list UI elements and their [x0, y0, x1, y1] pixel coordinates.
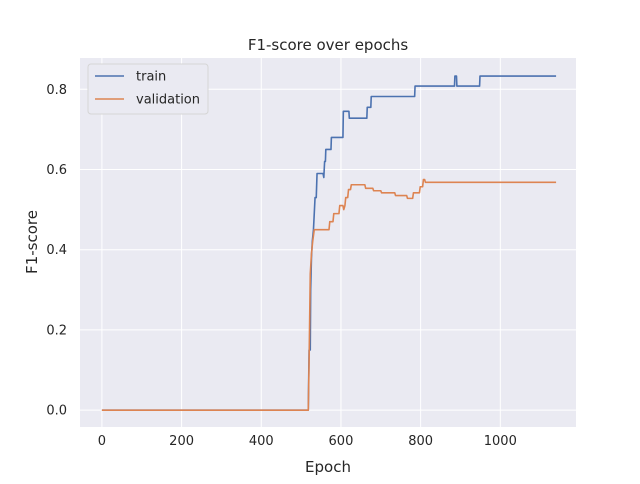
y-axis-label: F1-score [23, 210, 41, 274]
y-tick-label: 0.4 [46, 243, 67, 258]
series-line-validation [101, 178, 557, 411]
x-tick-label: 200 [169, 434, 194, 449]
y-tick-label: 0.0 [46, 404, 67, 419]
plot-area [80, 58, 576, 427]
x-tick-label: 0 [98, 434, 106, 449]
x-axis-ticks: 0 200 400 600 800 1000 [98, 434, 517, 449]
x-tick-label: 400 [249, 434, 274, 449]
legend-label-validation: validation [136, 93, 200, 108]
x-axis-label: Epoch [305, 458, 351, 476]
chart-title: F1-score over epochs [248, 36, 409, 54]
y-tick-label: 0.8 [46, 83, 67, 98]
x-tick-label: 800 [408, 434, 433, 449]
legend: train validation [87, 63, 209, 115]
legend-label-train: train [136, 70, 166, 85]
x-tick-label: 1000 [484, 434, 517, 449]
series-lines [101, 75, 557, 411]
y-axis-ticks: 0.0 0.2 0.4 0.6 0.8 [46, 83, 67, 419]
x-tick-label: 600 [329, 434, 354, 449]
grid [80, 58, 576, 427]
y-tick-label: 0.2 [46, 323, 67, 338]
y-tick-label: 0.6 [46, 163, 67, 178]
